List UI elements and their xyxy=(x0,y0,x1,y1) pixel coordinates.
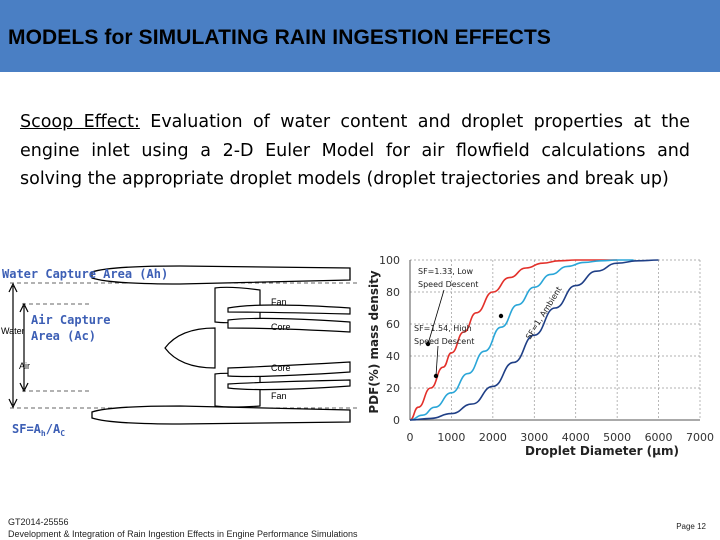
fan-blade-lower xyxy=(214,372,261,408)
sf-formula: SF=Ah/AC xyxy=(12,422,65,438)
fan-label-lower: Fan xyxy=(271,391,287,401)
spinner xyxy=(164,327,216,369)
chart-y-label: PDF(%) mass density xyxy=(367,270,381,413)
x-tick-label: 6000 xyxy=(645,431,673,444)
chart-annotation-pointers xyxy=(425,289,504,379)
x-tick-label: 0 xyxy=(407,431,414,444)
y-tick-label: 80 xyxy=(386,286,400,299)
core-label-lower: Core xyxy=(271,363,291,373)
chart-ticks: 0 1000 2000 3000 4000 5000 6000 7000 0 20 40 60 80 10… xyxy=(379,254,714,444)
x-tick-label: 4000 xyxy=(562,431,590,444)
x-tick-label: 2000 xyxy=(479,431,507,444)
pointer-dot-sf1 xyxy=(498,313,504,319)
scoop-effect-description: Evaluation of water content and droplet … xyxy=(20,112,691,189)
annotation-sf154-line1: SF=1.54, High xyxy=(414,324,472,333)
water-label: Water xyxy=(1,326,25,336)
pointer-sf154 xyxy=(435,345,439,377)
annotation-sf133-line2: Speed Descent xyxy=(418,280,478,289)
nacelle-upper xyxy=(91,265,351,285)
water-capture-label: Water Capture Area (Ah) xyxy=(2,267,168,281)
y-tick-label: 60 xyxy=(386,318,400,331)
footer-paper-id: GT2014-25556 xyxy=(8,517,69,527)
engine-inlet-diagram: Water Capture Area (Ah) Air Capture Area… xyxy=(1,265,360,438)
footer: GT2014-25556 Development & Integration o… xyxy=(8,516,358,540)
y-tick-label: 0 xyxy=(393,414,400,427)
scoop-effect-paragraph: Scoop Effect: Evaluation of water conten… xyxy=(20,108,690,194)
y-tick-label: 40 xyxy=(386,350,400,363)
pointer-dot-sf133 xyxy=(425,341,431,347)
series-line-2 xyxy=(409,259,659,421)
x-tick-label: 1000 xyxy=(437,431,465,444)
fan-label-upper: Fan xyxy=(271,297,287,307)
pointer-dot-sf154 xyxy=(433,373,439,379)
chart-series xyxy=(409,259,659,421)
series-line-0 xyxy=(409,259,618,421)
y-tick-label: 100 xyxy=(379,254,400,267)
core-label-upper: Core xyxy=(271,322,291,332)
series-line-1 xyxy=(409,259,634,421)
y-tick-label: 20 xyxy=(386,382,400,395)
x-tick-label: 7000 xyxy=(686,431,714,444)
splitter-upper xyxy=(227,304,351,315)
annotation-sf154-line2: Speed Descent xyxy=(414,337,474,346)
droplet-size-chart: 0 1000 2000 3000 4000 5000 6000 7000 0 20 40 60 80 10… xyxy=(367,254,714,458)
slide-title: MODELS for SIMULATING RAIN INGESTION EFF… xyxy=(8,26,552,49)
annotation-sf133-line1: SF=1.33, Low xyxy=(418,267,473,276)
chart-axes xyxy=(409,260,700,421)
air-capture-label-line2: Area (Ac) xyxy=(31,329,96,343)
core-duct-lower xyxy=(227,361,351,378)
scoop-effect-label: Scoop Effect: xyxy=(20,112,140,132)
nacelle-lower xyxy=(91,405,351,425)
annotation-sf1-ambient: SF=1, Ambient xyxy=(524,285,564,341)
footer-paper-title: Development & Integration of Rain Ingest… xyxy=(8,529,358,539)
core-duct-upper xyxy=(227,317,351,333)
splitter-lower xyxy=(227,379,351,391)
air-label: Air xyxy=(19,361,30,371)
x-tick-label: 5000 xyxy=(603,431,631,444)
title-bar xyxy=(0,0,720,72)
pointer-sf133 xyxy=(427,289,445,345)
page-number: Page 12 xyxy=(676,522,706,531)
x-tick-label: 3000 xyxy=(520,431,548,444)
chart-x-label: Droplet Diameter (μm) xyxy=(525,444,679,458)
air-capture-label-line1: Air Capture xyxy=(31,313,110,327)
